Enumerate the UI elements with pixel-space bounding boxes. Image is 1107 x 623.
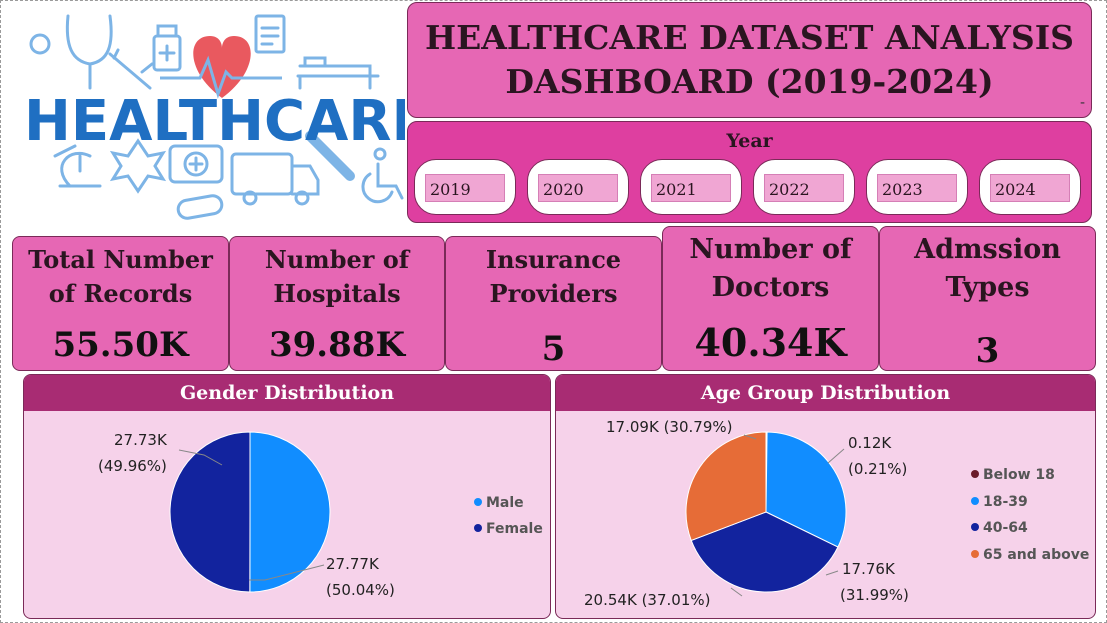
data-label-65-pct: (30.79%) [664,418,733,436]
heartbeat-line-icon [160,55,282,99]
wheelchair-icon [373,147,387,161]
bandage-icon [176,194,224,220]
kpi-insurance-providers: Insurance Providers 5 [445,236,662,371]
data-label-male-pct: (50.04%) [326,581,395,599]
gender-pie-chart: 27.77K (50.04%) 27.73K (49.96%) Male Fem… [98,431,543,599]
gender-chart-title: Gender Distribution [24,375,550,411]
kpi-label: of Records [48,279,193,308]
year-button-label: 2021 [651,174,731,202]
age-group-distribution-panel: Age Group Distribution 0.12K (0.21%) 17.… [555,374,1096,619]
kpi-admission-types: Admssion Types 3 [879,226,1096,371]
leader-line-65-and-above [743,434,757,440]
year-button-label: 2019 [425,174,505,202]
legend-marker-65-and-above [971,550,979,558]
syringe-icon [108,48,154,90]
data-label-65-and-above: 17.09K (30.79%) [606,418,732,436]
data-label-65-value: 17.09K [606,418,660,436]
clipboard-icon [254,14,286,54]
leader-line-below-18 [827,448,845,464]
legend-marker-female [474,524,482,532]
kpi-label: Hospitals [273,279,401,308]
legend-label-male[interactable]: Male [486,495,524,511]
gender-distribution-panel: Gender Distribution 27.77K (50.04%) 27.7… [23,374,551,619]
year-button-2022[interactable]: 2022 [753,159,855,215]
legend-label-65-and-above[interactable]: 65 and above [983,547,1089,563]
kpi-label: Total Number [28,245,213,274]
ambulance-icon [230,152,294,196]
year-button-2024[interactable]: 2024 [979,159,1081,215]
first-aid-kit-icon [168,144,224,184]
kpi-label: Number of [689,234,852,265]
kpi-label: Doctors [711,272,830,303]
kpi-value: 3 [975,331,1000,371]
data-label-female-pct: (49.96%) [98,457,167,475]
kpi-hospitals: Number of Hospitals 39.88K [229,236,445,371]
pie-slice-40-64[interactable] [690,511,839,593]
medical-star-icon [109,138,167,194]
legend-label-below-18[interactable]: Below 18 [983,467,1055,483]
data-label-40-64: 20.54K (37.01%) [584,591,710,609]
microscope-icon [53,144,102,188]
kpi-label: Number of [264,245,410,274]
leader-line-40-64 [730,587,743,597]
kpi-label: Insurance [485,245,622,274]
legend-label-female[interactable]: Female [486,521,543,537]
legend-marker-below-18 [971,470,979,478]
pie-slice-65-and-above[interactable] [685,431,767,542]
data-label-18-39-pct: (31.99%) [840,586,909,604]
pie-slice-18-39[interactable] [765,431,847,548]
year-button-label: 2022 [764,174,844,202]
year-button-label: 2023 [877,174,957,202]
kpi-value: 55.50K [52,325,189,365]
dashboard-title-line2: DASHBOARD (2019-2024) [505,62,994,101]
thermometer-icon [305,131,355,181]
dashboard-title-card: HEALTHCARE DATASET ANALYSIS DASHBOARD (2… [407,2,1092,118]
leader-line-18-39 [825,570,839,576]
year-slicer-label: Year [726,130,773,152]
stethoscope-icon [29,33,51,55]
kpi-value: 39.88K [268,325,406,365]
kpi-label: Admssion [914,234,1061,265]
data-label-male-value: 27.77K [326,555,380,573]
heart-icon [193,36,251,98]
legend-label-40-64[interactable]: 40-64 [983,520,1028,536]
year-button-label: 2020 [538,174,618,202]
leader-line-male [249,564,325,581]
kpi-value: 5 [541,329,566,369]
healthcare-logo: HEALTHCARE [10,6,430,226]
legend-marker-male [474,498,482,506]
age-chart-title: Age Group Distribution [556,375,1095,411]
year-slicer: Year 2019 2020 2021 2022 2023 2024 [407,121,1092,223]
year-button-2023[interactable]: 2023 [866,159,968,215]
data-label-below-18-value: 0.12K [848,434,892,452]
kpi-value: 40.34K [694,320,847,365]
pie-slice-male[interactable] [249,431,331,593]
data-label-18-39-value: 17.76K [842,560,896,578]
data-label-40-64-value: 20.54K [584,591,638,609]
year-button-2019[interactable]: 2019 [414,159,516,215]
legend-marker-40-64 [971,523,979,531]
kpi-doctors: Number of Doctors 40.34K [662,226,879,371]
kpi-label: Types [945,272,1030,303]
legend-label-18-39[interactable]: 18-39 [983,494,1028,510]
year-button-2020[interactable]: 2020 [527,159,629,215]
leader-line-female [178,449,223,466]
healthcare-logo-art: HEALTHCARE [24,14,430,220]
kpi-total-records: Total Number of Records 55.50K [12,236,229,371]
legend-marker-18-39 [971,497,979,505]
dashboard-title-line1: HEALTHCARE DATASET ANALYSIS [424,18,1075,57]
year-button-2021[interactable]: 2021 [640,159,742,215]
title-dash-mark: - [1079,95,1085,111]
pie-slice-female[interactable] [169,431,251,593]
hospital-bed-icon [296,56,380,90]
age-pie-chart: 0.12K (0.21%) 17.76K (31.99%) 20.54K (37… [584,418,1089,609]
logo-wordmark: HEALTHCARE [24,89,405,154]
data-label-female-value: 27.73K [114,431,168,449]
year-button-label: 2024 [990,174,1070,202]
data-label-40-64-pct: (37.01%) [642,591,711,609]
kpi-label: Providers [489,279,618,308]
data-label-below-18-pct: (0.21%) [848,460,907,478]
